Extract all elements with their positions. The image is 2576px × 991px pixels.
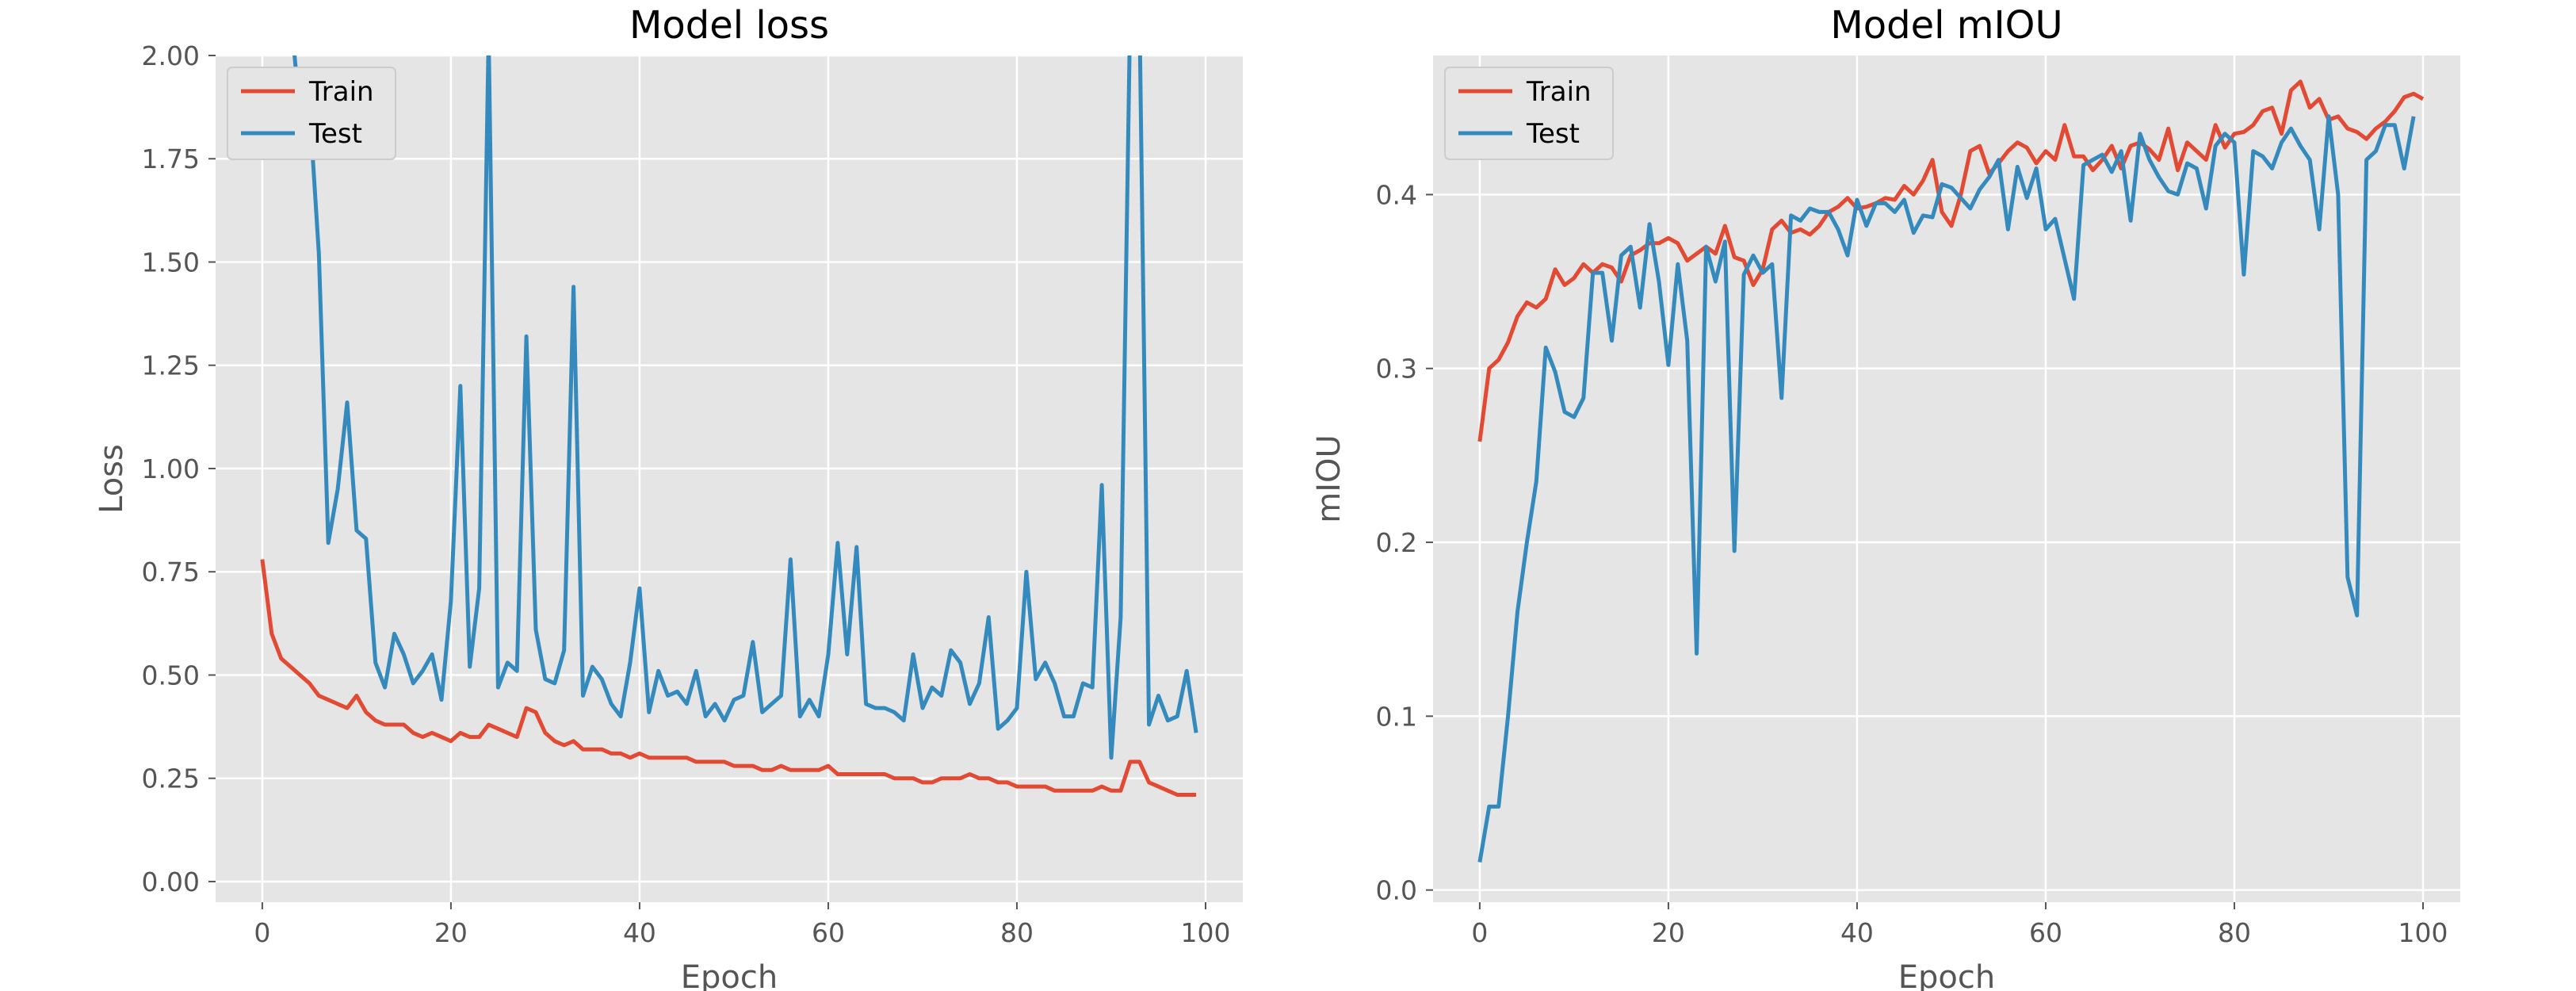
miou-x-tick-label: 40	[1840, 917, 1874, 948]
miou-chart-title: Model mIOU	[1830, 3, 2062, 48]
miou-test-line	[1477, 114, 2416, 863]
loss-ticks: 0 20 40 60 80 100 0.00 0.25 0.50 0.75 1.00 1.25 1.50…	[142, 40, 1231, 948]
miou-plot-area	[1433, 55, 2460, 902]
miou-x-tick-label: 60	[2029, 917, 2062, 948]
loss-test-line	[292, 55, 1198, 760]
loss-x-tick-label: 20	[434, 917, 468, 948]
loss-x-tick-label: 40	[623, 917, 656, 948]
miou-x-axis-label: Epoch	[1898, 959, 1995, 991]
loss-legend: Train Test	[227, 67, 396, 160]
miou-legend-test-label: Test	[1526, 118, 1580, 150]
loss-y-tick-label: 0.00	[142, 867, 200, 897]
miou-legend: Train Test	[1444, 67, 1614, 160]
loss-legend-train-label: Train	[308, 76, 374, 108]
miou-x-tick-label: 20	[1652, 917, 1685, 948]
miou-series	[1477, 79, 2425, 863]
loss-plot-area	[216, 55, 1243, 902]
miou-ticks: 0 20 40 60 80 100 0.0 0.1 0.2 0.3 0.4	[1376, 179, 2448, 948]
miou-y-tick-label: 0.4	[1376, 179, 1417, 210]
miou-legend-train-label: Train	[1526, 76, 1592, 108]
loss-chart-title: Model loss	[629, 3, 829, 48]
miou-x-tick-label: 100	[2398, 917, 2448, 948]
loss-x-tick-label: 80	[1000, 917, 1034, 948]
loss-y-tick-label: 0.75	[142, 557, 200, 587]
loss-chart: 0 20 40 60 80 100 0.00 0.25 0.50 0.75 1.00 1.25 1.50…	[94, 3, 1243, 991]
loss-y-tick-label: 1.50	[142, 247, 200, 277]
miou-x-tick-label: 0	[1471, 917, 1488, 948]
miou-grid	[1433, 55, 2460, 902]
loss-series	[260, 55, 1198, 797]
loss-x-tick-label: 60	[812, 917, 845, 948]
loss-y-tick-label: 1.25	[142, 350, 200, 381]
miou-y-tick-label: 0.2	[1376, 527, 1417, 558]
loss-y-tick-label: 1.75	[142, 143, 200, 174]
miou-train-line	[1477, 79, 2425, 442]
loss-x-axis-label: Epoch	[681, 959, 778, 991]
miou-x-tick-label: 80	[2218, 917, 2251, 948]
loss-y-tick-label: 0.50	[142, 660, 200, 691]
loss-y-tick-label: 0.25	[142, 763, 200, 794]
loss-x-tick-label: 0	[254, 917, 270, 948]
loss-y-tick-label: 2.00	[142, 40, 200, 71]
loss-train-line	[260, 559, 1197, 797]
miou-y-tick-label: 0.1	[1376, 701, 1417, 732]
loss-y-axis-label: Loss	[94, 444, 130, 514]
loss-x-tick-label: 100	[1180, 917, 1230, 948]
loss-legend-test-label: Test	[308, 118, 362, 150]
miou-y-axis-label: mIOU	[1311, 434, 1347, 523]
miou-y-tick-label: 0.0	[1376, 875, 1417, 906]
miou-y-tick-label: 0.3	[1376, 354, 1417, 385]
miou-chart: 0 20 40 60 80 100 0.0 0.1 0.2 0.3 0.4 Model mIOU E…	[1311, 3, 2460, 991]
loss-y-tick-label: 1.00	[142, 453, 200, 484]
